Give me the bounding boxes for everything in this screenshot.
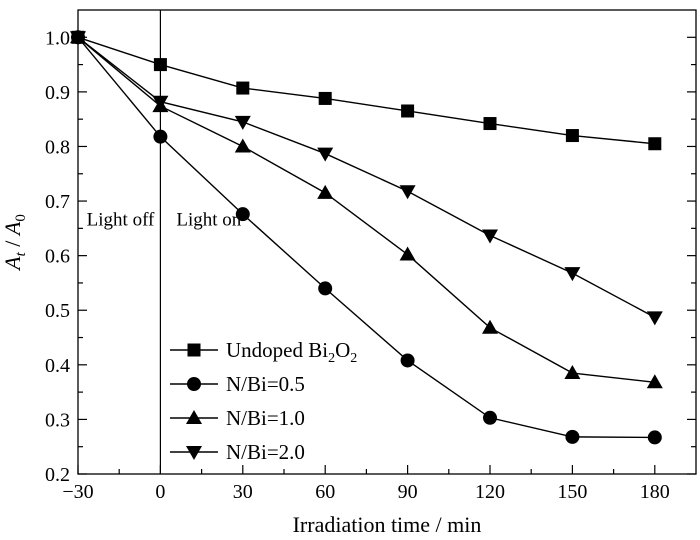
legend-item: N/Bi=2.0 [170, 440, 305, 464]
legend-marker [186, 446, 202, 460]
x-axis-ticks: −30 0 30 60 90 120 150 180 [62, 465, 670, 503]
plot-frame [77, 9, 697, 475]
series-1 [71, 30, 662, 151]
y-tick-label: 0.3 [45, 409, 70, 431]
data-point [564, 365, 581, 380]
annotations: Light off Light on [87, 210, 242, 231]
x-tick-label: −30 [62, 481, 93, 503]
y-axis-label: At / A0 [0, 214, 29, 272]
legend-item: N/Bi=1.0 [170, 406, 305, 430]
data-point [483, 117, 497, 131]
data-point [483, 410, 497, 425]
series-line [77, 36, 655, 383]
legend-marker [186, 410, 202, 424]
y-tick-label: 1.0 [45, 27, 70, 49]
data-point [565, 429, 580, 444]
data-point [399, 185, 416, 200]
data-point [648, 137, 662, 151]
x-tick-label: 90 [398, 481, 418, 503]
series-line [77, 36, 655, 145]
data-point [482, 319, 498, 334]
annotation-light-on: Light on [176, 210, 241, 231]
x-axis-label: Irradiation time / min [293, 512, 482, 537]
legend-label: N/Bi=1.0 [226, 406, 305, 430]
series-line [77, 36, 655, 439]
legend-marker [187, 377, 201, 391]
data-point [234, 115, 251, 130]
legend-item: Undoped Bi2O2 [170, 338, 357, 366]
data-point [399, 246, 416, 261]
annotation-light-off: Light off [87, 210, 155, 231]
y-tick-label: 0.9 [45, 82, 70, 104]
y-tick-label: 0.4 [45, 355, 70, 377]
x-tick-label: 180 [640, 481, 670, 503]
data-point [153, 58, 167, 72]
x-tick-label: 30 [233, 481, 253, 503]
series-4 [70, 31, 663, 326]
data-point [564, 267, 581, 282]
data-point [236, 81, 250, 95]
data-point [482, 229, 498, 244]
legend-label: Undoped Bi2O2 [226, 338, 357, 366]
data-point [317, 147, 334, 162]
series-line [77, 36, 656, 318]
x-tick-label: 150 [557, 481, 587, 503]
data-point [152, 95, 169, 110]
data-point [646, 374, 663, 389]
legend-item: N/Bi=0.5 [170, 372, 305, 396]
series-2 [71, 30, 662, 445]
y-tick-label: 0.5 [45, 300, 70, 322]
legend: Undoped Bi2O2 N/Bi=0.5 N/Bi=1.0 N/Bi=2.0 [170, 338, 357, 464]
data-point [235, 207, 250, 222]
legend-label: N/Bi=0.5 [226, 372, 305, 396]
y-tick-label: 0.8 [45, 136, 70, 158]
y-tick-label: 0.7 [45, 191, 70, 213]
series-group [70, 29, 663, 445]
data-point [153, 129, 168, 144]
data-point [400, 353, 415, 368]
data-point [318, 91, 332, 105]
series-3 [70, 29, 663, 389]
x-tick-label: 120 [475, 481, 505, 503]
data-point [565, 129, 579, 143]
data-point [317, 184, 334, 199]
y-axis-ticks: 0.2 0.3 0.4 0.5 0.6 0.7 0.8 0.9 1.0 [45, 27, 696, 486]
y-tick-label: 0.2 [45, 464, 70, 486]
x-tick-label: 60 [315, 481, 335, 503]
legend-marker [187, 343, 201, 357]
plot-area: −30 0 30 60 90 120 150 180 0.20.30.40.50.60.70.… [45, 9, 697, 503]
x-tick-label: 0 [155, 481, 165, 503]
data-point [234, 138, 251, 153]
data-point [318, 281, 333, 296]
legend-label: N/Bi=2.0 [226, 440, 305, 464]
y-tick-label: 0.6 [45, 246, 70, 268]
data-point [70, 31, 86, 46]
data-point [646, 311, 663, 326]
data-point [401, 104, 415, 118]
data-point [647, 430, 662, 445]
